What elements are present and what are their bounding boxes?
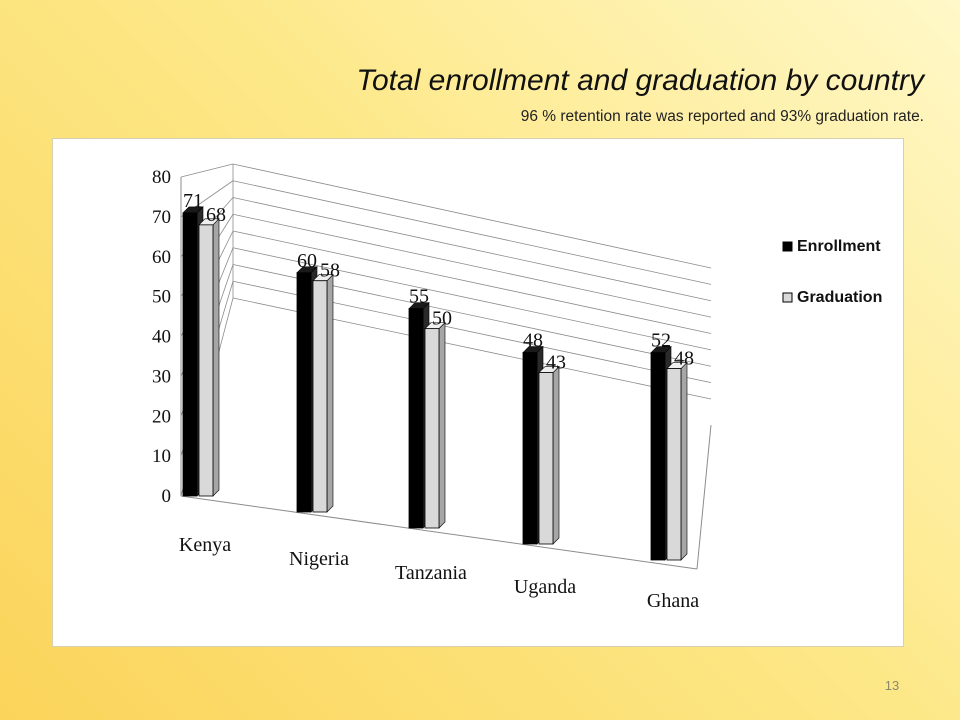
bar-side xyxy=(326,274,334,513)
enrollment-bar xyxy=(182,212,198,497)
data-label: 58 xyxy=(320,260,340,282)
y-tick-label: 50 xyxy=(152,287,171,308)
enrollment-bar xyxy=(522,352,538,545)
y-tick-label: 20 xyxy=(152,406,171,427)
floor-right-edge xyxy=(696,424,712,570)
data-label: 68 xyxy=(206,204,226,226)
legend-swatch xyxy=(782,241,793,252)
y-tick-label: 70 xyxy=(152,207,171,228)
x-tick-label: Nigeria xyxy=(289,548,349,570)
enrollment-bar xyxy=(408,308,424,529)
chart-frame: 0 10 20 30 40 50 60 70 80 71 68 Kenya 60 58 Nigeria 55 5… xyxy=(52,138,904,647)
data-label: 52 xyxy=(651,330,671,352)
slide-subtitle: 96 % retention rate was reported and 93%… xyxy=(520,108,924,125)
side-gridline xyxy=(180,163,234,178)
graduation-bar xyxy=(538,372,554,545)
gridline xyxy=(232,180,712,285)
gridline xyxy=(232,163,712,269)
bar-side xyxy=(680,361,688,561)
slide-title: Total enrollment and graduation by count… xyxy=(356,64,924,97)
legend-swatch xyxy=(782,292,793,303)
gridline xyxy=(232,247,712,351)
gridline xyxy=(232,197,712,302)
gridline xyxy=(232,230,712,334)
data-label: 71 xyxy=(183,190,203,212)
x-tick-label: Tanzania xyxy=(395,562,467,584)
y-tick-label: 0 xyxy=(162,486,172,507)
graduation-bar xyxy=(666,368,682,561)
y-tick-label: 40 xyxy=(152,327,171,348)
data-label: 48 xyxy=(523,330,543,352)
data-label: 60 xyxy=(297,250,317,272)
y-tick-label: 80 xyxy=(152,167,171,188)
y-tick-label: 10 xyxy=(152,446,171,467)
enrollment-bar xyxy=(650,352,666,561)
bar-side xyxy=(212,218,220,497)
data-label: 55 xyxy=(409,286,429,308)
x-tick-label: Ghana xyxy=(647,590,699,612)
legend-label: Enrollment xyxy=(797,238,881,255)
enrollment-bar xyxy=(296,272,312,513)
bar-side xyxy=(438,321,446,529)
data-label: 43 xyxy=(546,352,566,374)
data-label: 48 xyxy=(674,348,694,370)
x-tick-label: Kenya xyxy=(179,534,231,556)
bar-side xyxy=(552,365,560,545)
graduation-bar xyxy=(198,224,214,497)
data-label: 50 xyxy=(432,308,452,330)
graduation-bar xyxy=(424,328,440,529)
graduation-bar xyxy=(312,280,328,513)
legend-label: Graduation xyxy=(797,289,882,306)
y-tick-label: 30 xyxy=(152,366,171,387)
page-number: 13 xyxy=(884,678,900,693)
floor-front-edge xyxy=(180,495,698,570)
x-tick-label: Uganda xyxy=(514,576,576,598)
y-tick-label: 60 xyxy=(152,247,171,268)
gridline xyxy=(232,213,712,318)
